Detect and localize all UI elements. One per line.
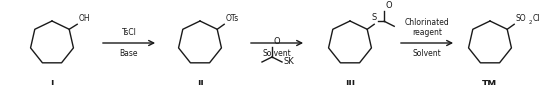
Text: OH: OH (78, 14, 90, 23)
Text: Chlorinated
reagent: Chlorinated reagent (405, 18, 450, 37)
Text: III: III (345, 80, 355, 85)
Text: O: O (385, 1, 392, 10)
Text: SO: SO (515, 14, 526, 23)
Text: I: I (50, 80, 54, 85)
Text: 2: 2 (528, 20, 531, 25)
Text: S: S (372, 13, 377, 22)
Text: II: II (197, 80, 204, 85)
Text: TsCl: TsCl (122, 28, 137, 37)
Text: O: O (273, 37, 280, 46)
Text: SK: SK (283, 57, 294, 66)
Text: OTs: OTs (225, 14, 238, 23)
Text: Solvent: Solvent (263, 49, 291, 58)
Text: Solvent: Solvent (413, 49, 441, 58)
Text: TM: TM (482, 80, 498, 85)
Text: Cl: Cl (532, 14, 540, 23)
Text: Base: Base (120, 49, 138, 58)
